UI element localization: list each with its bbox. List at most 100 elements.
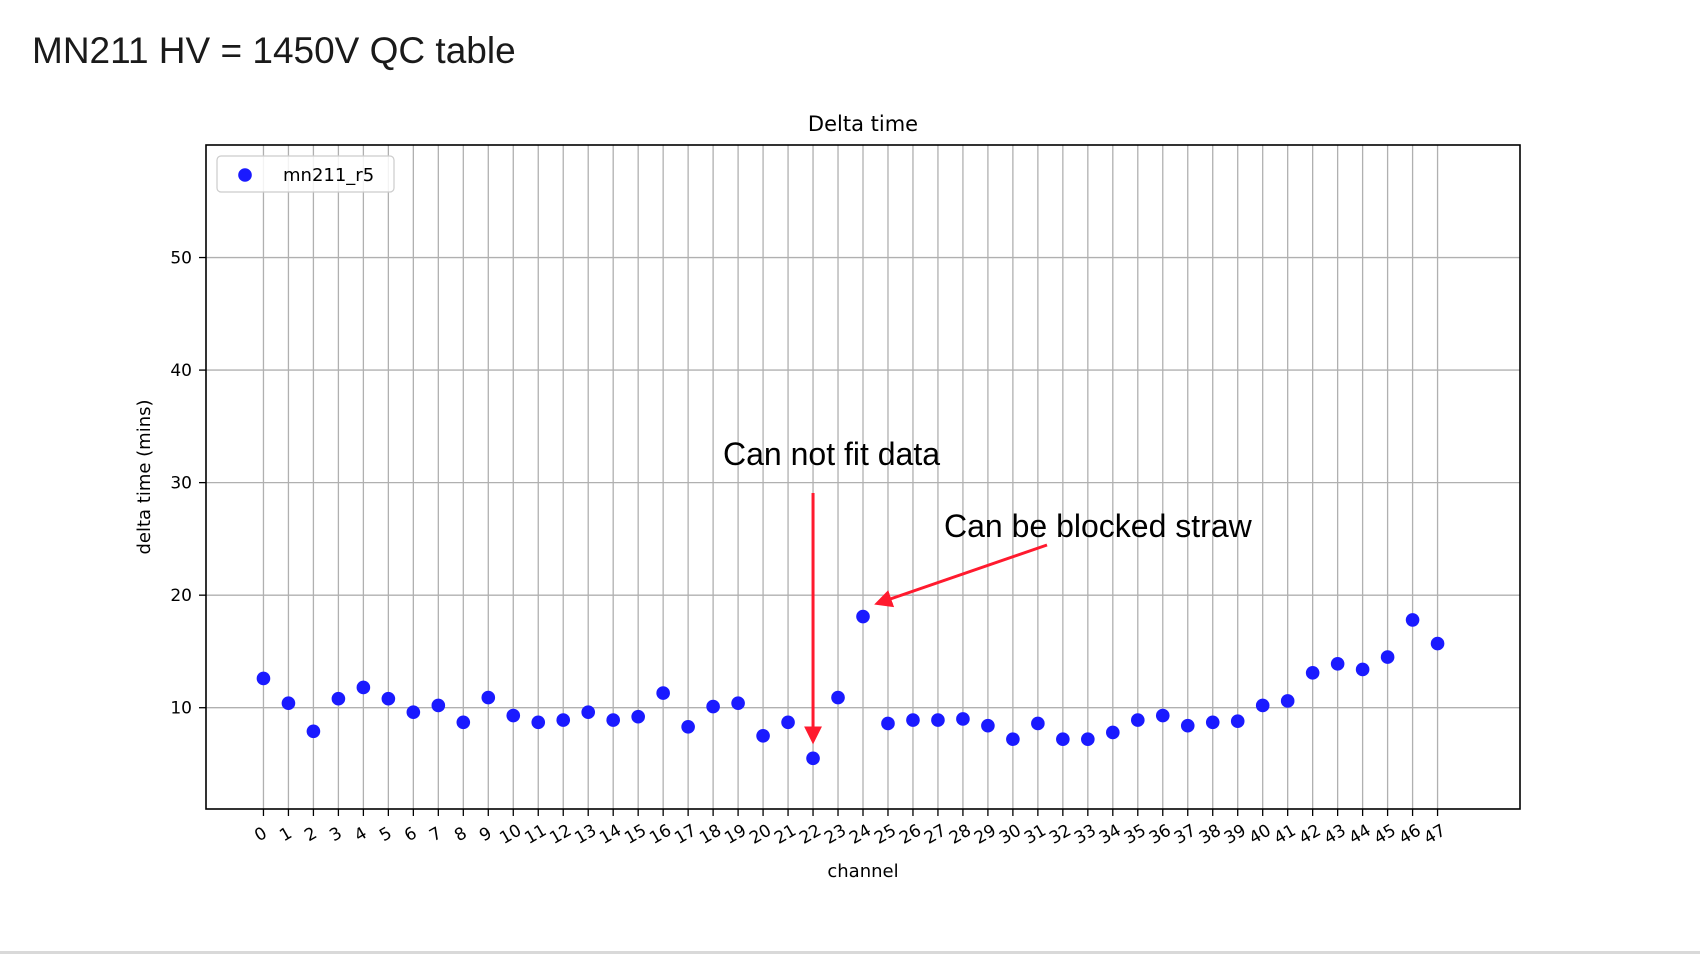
x-tick-label: 24 bbox=[846, 821, 875, 849]
x-tick-label: 41 bbox=[1271, 821, 1300, 849]
x-tick-label: 16 bbox=[646, 821, 675, 849]
slide-title: MN211 HV = 1450V QC table bbox=[32, 30, 516, 71]
x-tick-label: 10 bbox=[496, 821, 525, 849]
data-point bbox=[1006, 732, 1020, 747]
x-tick-label: 20 bbox=[746, 821, 775, 849]
annotation-arrow-straw bbox=[874, 543, 1048, 608]
x-tick-label: 5 bbox=[376, 823, 395, 846]
data-point bbox=[831, 690, 845, 705]
data-point bbox=[556, 713, 571, 727]
data-point bbox=[681, 720, 695, 734]
x-tick-label: 3 bbox=[326, 823, 345, 846]
x-tick-label: 47 bbox=[1421, 821, 1450, 849]
data-point bbox=[856, 609, 870, 624]
x-tick-label: 13 bbox=[571, 821, 600, 849]
x-tick-label: 15 bbox=[621, 821, 650, 849]
data-point bbox=[1380, 650, 1395, 664]
data-point bbox=[906, 713, 920, 727]
data-point bbox=[1430, 636, 1445, 651]
data-point bbox=[656, 686, 670, 700]
y-tick-label: 40 bbox=[170, 361, 192, 381]
data-point bbox=[631, 709, 645, 724]
x-tick-label: 11 bbox=[521, 821, 550, 849]
chart-title: Delta time bbox=[808, 112, 918, 136]
x-tick-label: 26 bbox=[896, 821, 925, 849]
x-tick-label: 44 bbox=[1346, 821, 1375, 849]
data-point bbox=[731, 696, 745, 711]
data-point bbox=[806, 751, 820, 766]
x-tick-label: 34 bbox=[1096, 821, 1125, 849]
data-point bbox=[1330, 657, 1345, 671]
data-point bbox=[1230, 714, 1245, 729]
x-tick-label: 38 bbox=[1196, 821, 1225, 849]
x-tick-label: 21 bbox=[771, 821, 800, 849]
x-tick-label: 19 bbox=[721, 821, 750, 849]
x-tick-label: 42 bbox=[1296, 821, 1325, 849]
x-tick-label: 27 bbox=[921, 821, 950, 849]
annotation-label-straw: Can be blocked straw bbox=[944, 508, 1253, 544]
data-point bbox=[756, 729, 770, 743]
x-tick-label: 9 bbox=[476, 823, 495, 846]
data-point bbox=[1155, 708, 1170, 723]
x-tick-label: 33 bbox=[1071, 821, 1100, 849]
x-tick-label: 29 bbox=[971, 821, 1000, 849]
y-tick-label: 10 bbox=[170, 699, 192, 719]
x-tick-label: 17 bbox=[671, 821, 700, 849]
x-axis-label: channel bbox=[827, 861, 898, 882]
data-point bbox=[1405, 613, 1420, 627]
x-tick-label: 18 bbox=[696, 821, 725, 849]
x-tick-label: 6 bbox=[401, 823, 420, 846]
x-tick-label: 32 bbox=[1046, 821, 1075, 849]
data-point bbox=[381, 691, 396, 706]
data-point bbox=[931, 713, 945, 727]
x-tick-label: 14 bbox=[596, 821, 625, 849]
x-tick-label: 37 bbox=[1171, 821, 1200, 849]
x-tick-label: 7 bbox=[426, 823, 445, 846]
x-tick-label: 12 bbox=[546, 821, 575, 849]
data-point bbox=[406, 705, 421, 720]
y-tick-label: 50 bbox=[170, 249, 192, 269]
data-point bbox=[331, 691, 346, 706]
legend-marker bbox=[238, 168, 252, 182]
data-point bbox=[356, 680, 371, 695]
data-point bbox=[956, 712, 970, 726]
data-point bbox=[1130, 713, 1145, 727]
data-point bbox=[456, 715, 471, 730]
data-point bbox=[1305, 666, 1320, 680]
data-point bbox=[781, 715, 795, 730]
x-tick-label: 46 bbox=[1396, 821, 1425, 849]
data-point bbox=[1031, 716, 1045, 731]
x-tick-label: 25 bbox=[871, 821, 900, 849]
data-point bbox=[281, 696, 296, 711]
x-tick-label: 0 bbox=[251, 823, 270, 846]
data-point bbox=[1255, 698, 1270, 713]
legend-label: mn211_r5 bbox=[283, 165, 374, 186]
data-point bbox=[1056, 732, 1070, 747]
data-point bbox=[706, 699, 720, 714]
x-tick-label: 1 bbox=[276, 823, 295, 846]
x-tick-label: 36 bbox=[1146, 821, 1175, 849]
x-tick-label: 31 bbox=[1021, 821, 1050, 849]
legend-box bbox=[216, 155, 395, 193]
data-point bbox=[1280, 694, 1295, 708]
data-point bbox=[581, 705, 596, 720]
data-point bbox=[881, 716, 895, 731]
data-point bbox=[306, 724, 321, 739]
x-tick-label: 30 bbox=[996, 821, 1025, 849]
data-point bbox=[1180, 718, 1195, 733]
x-tick-label: 22 bbox=[796, 821, 825, 849]
y-axis-label: delta time (mins) bbox=[134, 399, 155, 554]
x-tick-label: 43 bbox=[1321, 821, 1350, 849]
x-tick-label: 2 bbox=[301, 823, 320, 846]
x-tick-label: 39 bbox=[1221, 821, 1250, 849]
data-point bbox=[1106, 725, 1120, 740]
data-point bbox=[481, 690, 496, 705]
data-point bbox=[506, 708, 521, 723]
data-point bbox=[1081, 732, 1095, 747]
data-point bbox=[981, 718, 995, 733]
x-tick-label: 40 bbox=[1246, 821, 1275, 849]
data-point bbox=[531, 715, 546, 730]
data-point bbox=[1205, 715, 1220, 730]
annotation-label-fit: Can not fit data bbox=[723, 436, 940, 472]
